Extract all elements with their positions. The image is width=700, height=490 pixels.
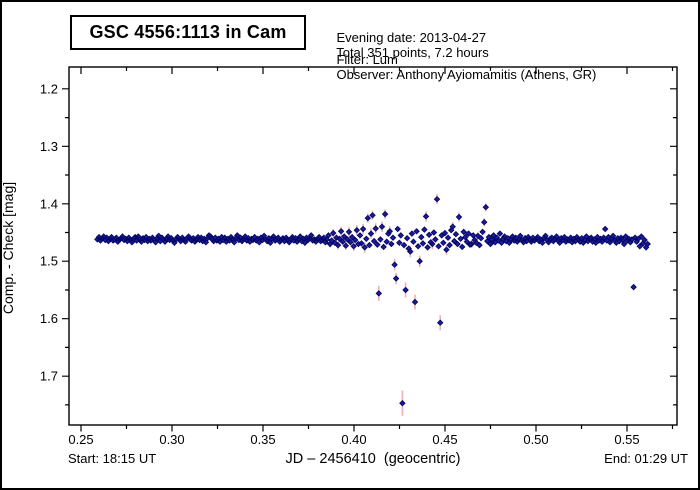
y-axis-title: Comp. - Check [mag] [0,181,16,315]
y-tick-label: 1.2 [40,81,58,96]
filter-label: Filter: Lum [336,52,398,67]
page-title: GSC 4556:1113 in Cam [89,22,287,42]
header-line-2: Filter: Lum Observer: Anthony Ayiomamiti… [322,37,596,97]
x-tick-label: 0.45 [432,432,457,447]
y-tick-label: 1.7 [40,369,58,384]
x-tick-label: 0.25 [68,432,93,447]
y-tick-label: 1.4 [40,196,58,211]
end-time-label: End: 01:29 UT [604,451,688,466]
x-tick-label: 0.55 [614,432,639,447]
x-tick-label: 0.35 [250,432,275,447]
x-tick-label: 0.40 [341,432,366,447]
title-box: GSC 4556:1113 in Cam [70,15,306,50]
x-tick-label: 0.50 [523,432,548,447]
y-tick-label: 1.6 [40,311,58,326]
observer-label: Observer: Anthony Ayiomamitis (Athens, G… [336,67,597,82]
plot-border [68,66,678,426]
total-points-label: Total 351 points, 7.2 hours [336,45,489,60]
header-line-1: Evening date: 2013-04-27 Total 351 point… [322,15,512,75]
axis-ticks [62,67,677,432]
x-tick-label: 0.30 [159,432,184,447]
evening-date-label: Evening date: 2013-04-27 [336,30,487,45]
y-tick-label: 1.3 [40,139,58,154]
start-time-label: Start: 18:15 UT [68,451,157,466]
data-points [94,195,651,407]
error-bars [96,194,649,416]
x-axis-title: JD – 2456410 (geocentric) [285,451,461,467]
y-tick-label: 1.5 [40,254,58,269]
